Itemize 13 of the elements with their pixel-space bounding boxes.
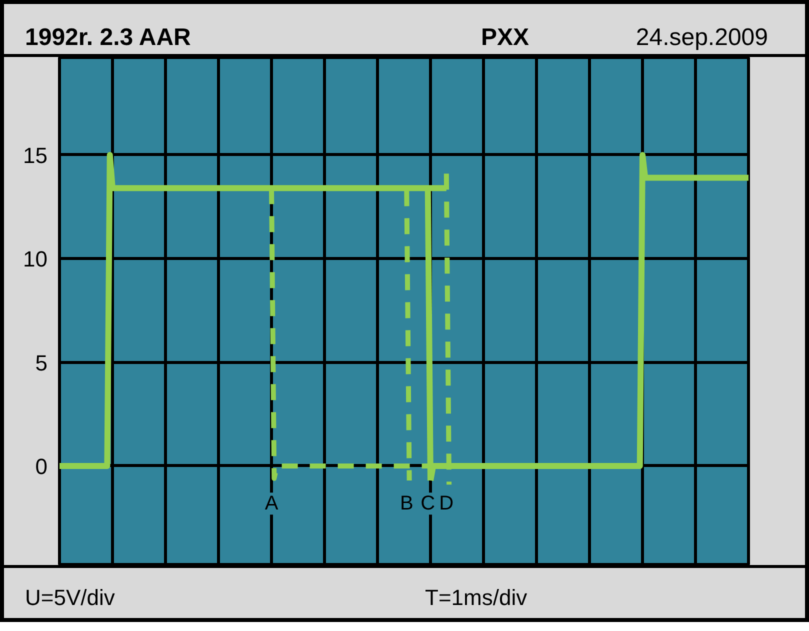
series-label: A <box>264 492 279 515</box>
series-label: C <box>420 492 436 515</box>
series-label: D <box>439 492 454 515</box>
x-axis-title: T=1ms/div <box>425 585 528 610</box>
y-axis-title: U=5V/div <box>25 585 115 610</box>
chart-subtitle: PXX <box>480 24 530 51</box>
chart-title: 1992r. 2.3 AAR <box>25 24 191 51</box>
y-tick-label: 0 <box>35 454 48 479</box>
y-tick-label: 5 <box>35 350 48 376</box>
text: 24.sep.2009 <box>636 24 768 51</box>
series-label: B <box>400 492 414 515</box>
y-tick-label: 15 <box>23 142 48 168</box>
y-tick-label: 10 <box>23 246 48 272</box>
